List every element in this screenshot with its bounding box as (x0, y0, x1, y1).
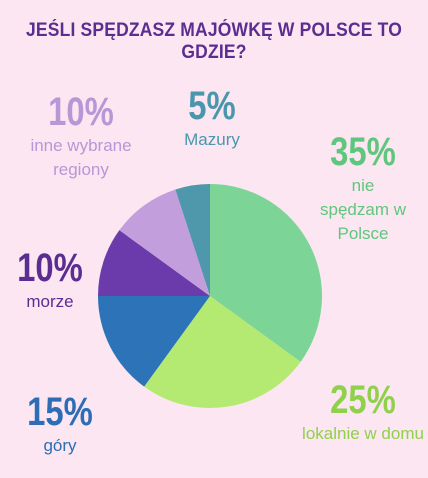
pie-slice-home (144, 296, 301, 408)
chart-title: JEŚLI SPĘDZASZ MAJÓWKĘ W POLSCE TO GDZIE… (26, 20, 402, 63)
slice-name-abroad: nie spędzam w Polsce (320, 176, 406, 243)
slice-percent-mountains: 15% (27, 390, 93, 434)
pie-slice-mountains (98, 296, 210, 387)
pie-slice-abroad (210, 184, 323, 362)
slice-label-home: 25% lokalnie w domu (298, 378, 428, 446)
slice-percent-sea: 10% (17, 246, 83, 290)
slice-label-sea: 10% morze (0, 246, 100, 314)
slice-name-mountains: góry (43, 436, 77, 455)
pie-slice-mazury (175, 184, 210, 296)
slice-label-mountains: 15% góry (10, 390, 110, 458)
slice-name-sea: morze (26, 292, 74, 311)
pie-slice-sea (98, 230, 210, 296)
slice-name-home: lokalnie w domu (302, 424, 424, 443)
slice-percent-home: 25% (330, 378, 396, 422)
slice-name-mazury: Mazury (184, 130, 240, 149)
slice-percent-other: 10% (48, 90, 114, 134)
slice-label-mazury: 5% Mazury (162, 84, 262, 152)
slice-label-abroad: 35% nie spędzam w Polsce (298, 130, 428, 246)
slice-label-other: 10% inne wybrane regiony (20, 90, 142, 182)
slice-name-other: inne wybrane regiony (30, 136, 132, 179)
slice-percent-abroad: 35% (330, 130, 396, 174)
pie-slice-other (119, 189, 210, 296)
slice-percent-mazury: 5% (188, 84, 236, 128)
